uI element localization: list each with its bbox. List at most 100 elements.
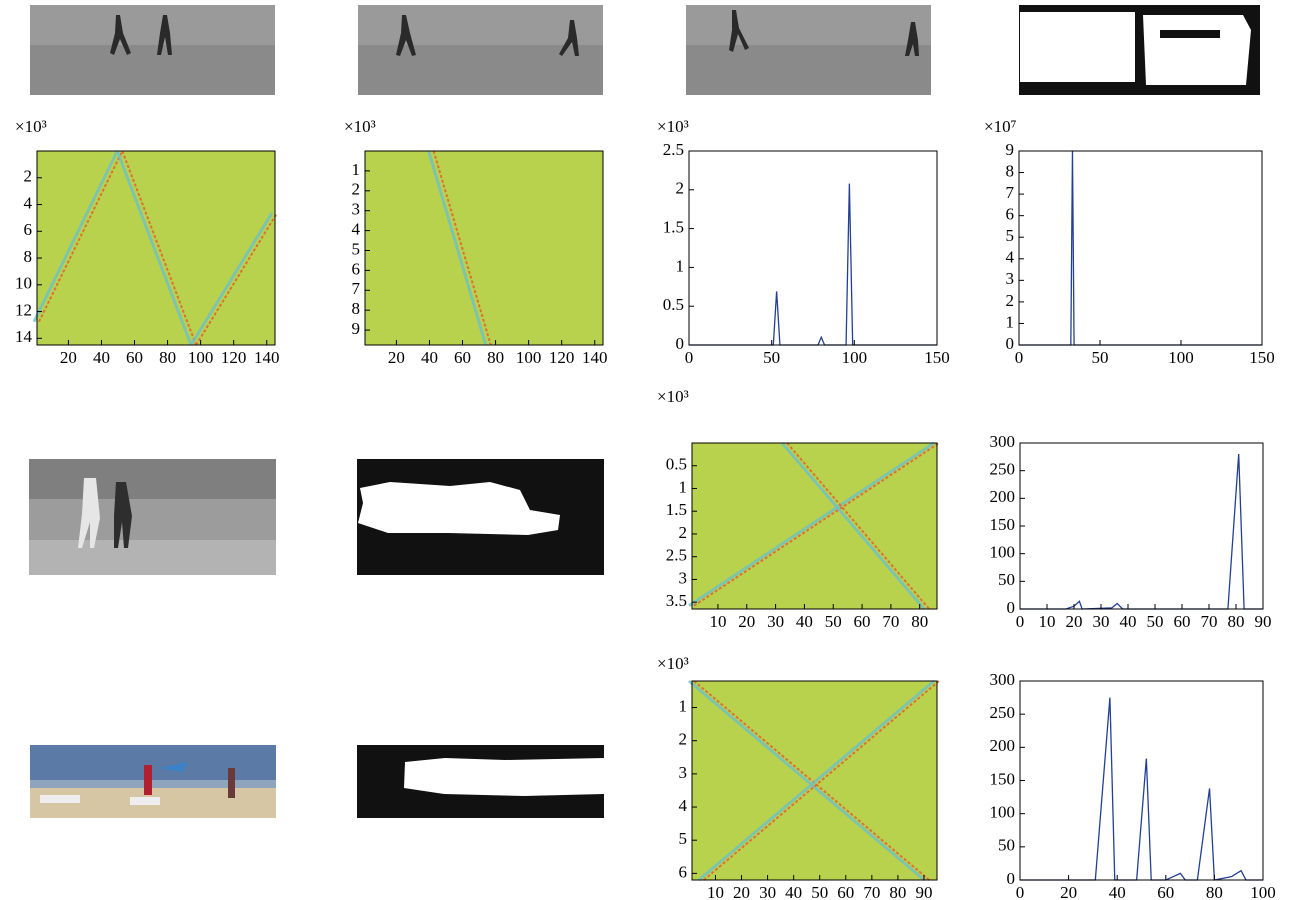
x-tick-label: 140 — [582, 348, 608, 367]
heatmap-stripe — [697, 679, 935, 882]
x-tick-label: 90 — [915, 883, 932, 900]
y-tick-label: 6 — [1006, 205, 1015, 224]
line-panel: 0 10 20 30 40 50 60 70 80 90 0 50 100 150 200 250 300 — [990, 432, 1272, 631]
x-tick-label: 40 — [796, 612, 813, 631]
x-tick-label: 30 — [759, 883, 776, 900]
mask-beach — [357, 745, 604, 818]
axis-multiplier: ×10³ — [657, 117, 689, 136]
y-tick-label: 250 — [990, 703, 1016, 722]
heatmap-stripe — [780, 442, 926, 610]
y-tick-label: 9 — [1006, 140, 1015, 159]
y-tick-label: 200 — [990, 736, 1016, 755]
photo-walkers-1 — [30, 5, 275, 95]
y-tick-label: 10 — [15, 274, 32, 293]
y-tick-label: 1.5 — [666, 500, 687, 519]
heatmap-stripe — [32, 150, 119, 323]
x-tick-label: 60 — [454, 348, 471, 367]
x-tick-label: 80 — [911, 612, 928, 631]
y-tick-label: 1 — [352, 160, 361, 179]
x-tick-label: 80 — [159, 348, 176, 367]
y-tick-label: 100 — [990, 543, 1016, 562]
x-tick-label: 140 — [254, 348, 280, 367]
y-tick-label: 6 — [352, 259, 361, 278]
x-tick-label: 20 — [1066, 612, 1083, 631]
heatmap-background — [365, 151, 603, 345]
photo-beach — [30, 745, 276, 818]
y-tick-label: 5 — [1006, 226, 1015, 245]
x-tick-label: 100 — [842, 348, 868, 367]
x-tick-label: 50 — [1147, 612, 1164, 631]
y-tick-label: 300 — [990, 670, 1016, 689]
y-tick-label: 0 — [1007, 598, 1016, 617]
y-tick-label: 1 — [676, 256, 685, 275]
heatmap-stripe — [189, 212, 274, 346]
y-tick-label: 4 — [679, 796, 688, 815]
y-tick-label: 0 — [1007, 869, 1016, 888]
x-tick-label: 10 — [1039, 612, 1056, 631]
x-tick-label: 80 — [1228, 612, 1245, 631]
y-tick-label: 1 — [679, 696, 688, 715]
y-tick-label: 2.5 — [663, 140, 684, 159]
heatmap-background — [692, 443, 937, 609]
heatmap-panel: 10 20 30 40 50 60 70 80 90 1 2 3 4 5 6 ×10³ — [657, 654, 940, 900]
y-tick-label: 3 — [679, 568, 688, 587]
x-tick-label: 60 — [854, 612, 871, 631]
y-tick-label: 6 — [24, 220, 33, 239]
y-tick-label: 5 — [352, 239, 361, 258]
x-tick-label: 0 — [685, 348, 694, 367]
photo-walkers-3 — [686, 5, 931, 95]
x-tick-label: 40 — [421, 348, 438, 367]
axes-box — [1019, 442, 1264, 610]
heatmap-stripe — [693, 680, 930, 881]
x-tick-label: 20 — [388, 348, 405, 367]
x-tick-label: 40 — [785, 883, 802, 900]
axes-box — [691, 442, 938, 610]
x-tick-label: 80 — [487, 348, 504, 367]
x-tick-label: 50 — [763, 348, 780, 367]
y-tick-label: 8 — [352, 299, 361, 318]
y-tick-label: 5 — [679, 829, 688, 848]
x-tick-label: 100 — [1168, 348, 1194, 367]
axis-multiplier: ×10³ — [344, 117, 376, 136]
heatmap-stripe — [115, 150, 193, 346]
data-line — [689, 183, 937, 346]
x-tick-label: 40 — [1120, 612, 1137, 631]
data-line — [1020, 697, 1263, 881]
x-tick-label: 70 — [1201, 612, 1218, 631]
x-tick-label: 150 — [924, 348, 950, 367]
y-tick-label: 2.5 — [666, 546, 687, 565]
y-tick-label: 250 — [990, 460, 1016, 479]
heatmap-panel: 10 20 30 40 50 60 70 80 0.5 1 1.5 2 2.5 3 3.5 ×10³ — [657, 387, 940, 631]
y-tick-label: 150 — [990, 769, 1016, 788]
y-tick-label: 4 — [1006, 248, 1015, 267]
x-tick-label: 70 — [863, 883, 880, 900]
y-tick-label: 1 — [679, 477, 688, 496]
x-tick-label: 40 — [1109, 883, 1126, 900]
y-tick-label: 100 — [990, 803, 1016, 822]
axes-box — [688, 150, 938, 346]
line-panel: 0 50 100 150 0 0.5 1 1.5 2 2.5 ×10³ — [657, 117, 950, 367]
heatmap-background — [37, 151, 275, 345]
x-tick-label: 30 — [1093, 612, 1110, 631]
x-tick-label: 10 — [707, 883, 724, 900]
heatmap-stripe — [688, 679, 926, 882]
x-tick-label: 120 — [221, 348, 247, 367]
heatmap-panel: 20 40 60 80 100 120 140 2 4 6 8 10 12 14 ×10³ — [15, 117, 279, 367]
heatmap-stripe — [703, 680, 940, 881]
x-tick-label: 20 — [1060, 883, 1077, 900]
axes-box — [36, 150, 276, 346]
x-tick-label: 100 — [516, 348, 542, 367]
heatmap-stripe — [427, 150, 488, 346]
y-tick-label: 8 — [24, 247, 33, 266]
y-tick-label: 2 — [24, 167, 33, 186]
x-tick-label: 60 — [126, 348, 143, 367]
y-tick-label: 50 — [998, 836, 1015, 855]
mask-beach-walkers — [357, 459, 604, 575]
x-tick-label: 40 — [93, 348, 110, 367]
y-tick-label: 2 — [679, 730, 688, 749]
x-tick-label: 20 — [60, 348, 77, 367]
heatmap-stripe — [688, 441, 935, 607]
